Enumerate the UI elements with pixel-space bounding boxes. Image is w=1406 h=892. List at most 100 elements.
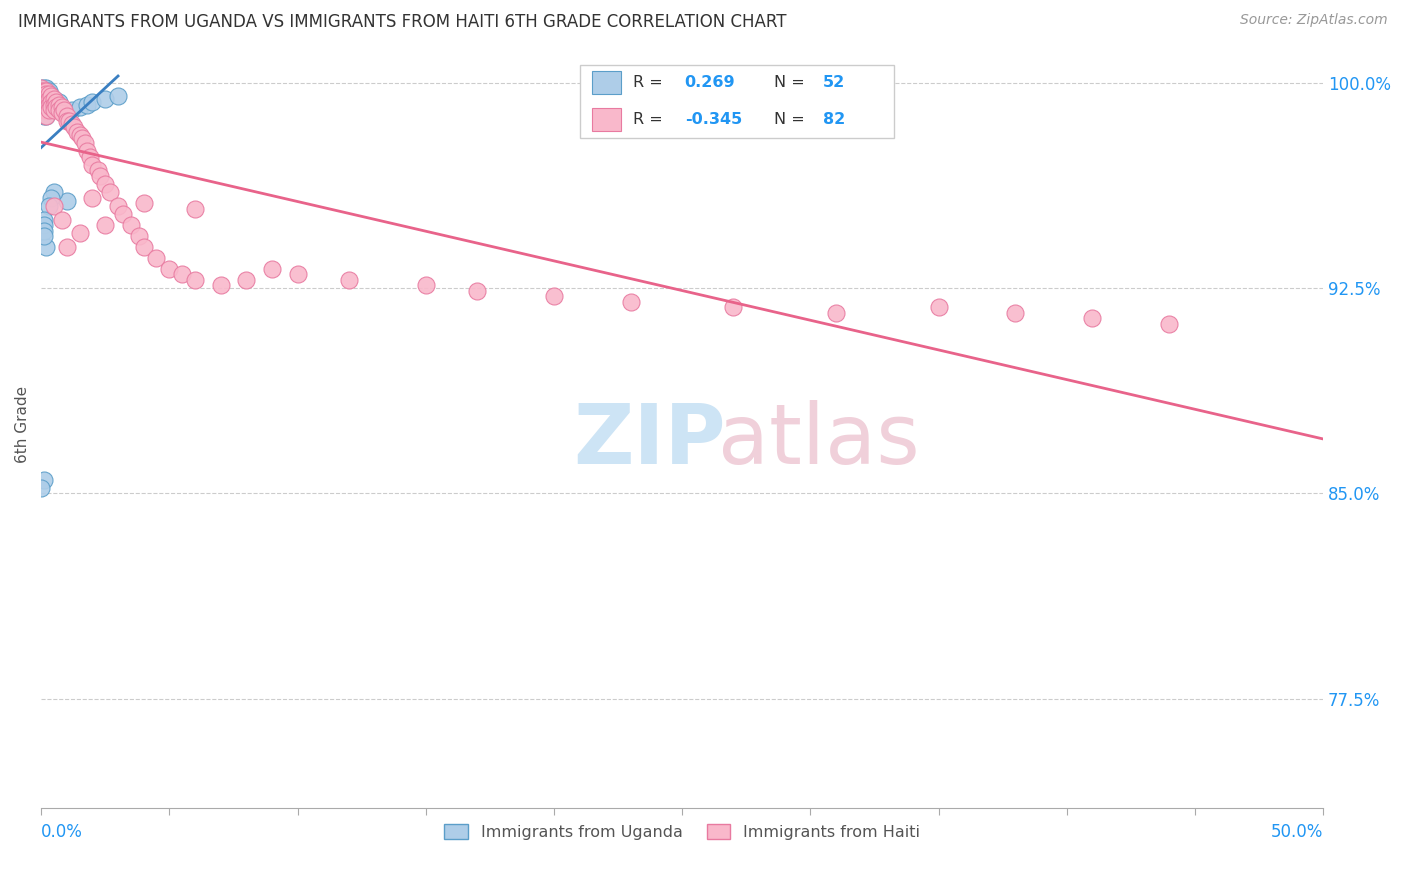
Point bbox=[60, 117, 83, 131]
Point bbox=[69, 128, 91, 142]
Bar bbox=[592, 108, 620, 131]
Point bbox=[128, 229, 150, 244]
Point bbox=[723, 300, 745, 314]
Point bbox=[112, 207, 135, 221]
Point bbox=[63, 120, 86, 134]
Point bbox=[35, 103, 58, 118]
Text: 0.0%: 0.0% bbox=[41, 823, 83, 841]
Point bbox=[48, 103, 70, 118]
Point bbox=[32, 109, 55, 123]
Point bbox=[32, 103, 55, 118]
Point bbox=[86, 163, 108, 178]
Point bbox=[32, 100, 55, 114]
Point bbox=[55, 194, 77, 208]
Point bbox=[55, 109, 77, 123]
Point bbox=[32, 218, 55, 232]
Point bbox=[42, 186, 65, 200]
Point bbox=[235, 273, 257, 287]
Point bbox=[41, 95, 63, 109]
Point bbox=[48, 95, 70, 109]
Point bbox=[53, 106, 76, 120]
Point bbox=[79, 150, 101, 164]
Point bbox=[45, 97, 67, 112]
Point bbox=[35, 81, 58, 95]
Point bbox=[41, 100, 63, 114]
Point bbox=[35, 87, 58, 101]
Point bbox=[32, 212, 55, 227]
Point bbox=[35, 92, 58, 106]
Text: N =: N = bbox=[775, 76, 810, 90]
Point bbox=[145, 251, 167, 265]
Point bbox=[543, 289, 565, 303]
Point bbox=[32, 84, 55, 98]
Point bbox=[69, 227, 91, 241]
Point bbox=[32, 87, 55, 101]
Point bbox=[35, 84, 58, 98]
Point bbox=[76, 145, 98, 159]
Text: Source: ZipAtlas.com: Source: ZipAtlas.com bbox=[1240, 13, 1388, 28]
Point bbox=[38, 95, 60, 109]
Point bbox=[35, 97, 58, 112]
Point bbox=[337, 273, 360, 287]
Point bbox=[107, 89, 129, 103]
Text: atlas: atlas bbox=[718, 400, 920, 481]
Point bbox=[70, 130, 93, 145]
Point bbox=[38, 92, 60, 106]
Point bbox=[58, 114, 80, 128]
Point bbox=[38, 103, 60, 118]
Text: IMMIGRANTS FROM UGANDA VS IMMIGRANTS FROM HAITI 6TH GRADE CORRELATION CHART: IMMIGRANTS FROM UGANDA VS IMMIGRANTS FRO… bbox=[18, 13, 787, 31]
Point bbox=[32, 84, 55, 98]
Point bbox=[287, 268, 309, 282]
Point bbox=[260, 261, 283, 276]
Text: 52: 52 bbox=[823, 76, 845, 90]
Point bbox=[98, 186, 121, 200]
Point bbox=[30, 81, 52, 95]
Point bbox=[620, 294, 643, 309]
Point bbox=[38, 97, 60, 112]
Point bbox=[82, 95, 104, 109]
Point bbox=[132, 240, 155, 254]
Point bbox=[415, 278, 437, 293]
Text: -0.345: -0.345 bbox=[685, 112, 742, 127]
Point bbox=[928, 300, 950, 314]
Point bbox=[35, 109, 58, 123]
Point bbox=[42, 92, 65, 106]
Point bbox=[825, 306, 848, 320]
Point bbox=[32, 95, 55, 109]
Point bbox=[38, 199, 60, 213]
Point bbox=[32, 89, 55, 103]
Point bbox=[1004, 306, 1026, 320]
Point bbox=[51, 103, 73, 118]
Point bbox=[41, 89, 63, 103]
Point bbox=[35, 92, 58, 106]
Point bbox=[35, 103, 58, 118]
Point bbox=[35, 87, 58, 101]
Point bbox=[1159, 317, 1181, 331]
Point bbox=[38, 87, 60, 101]
Point bbox=[32, 97, 55, 112]
Text: 0.269: 0.269 bbox=[685, 76, 735, 90]
FancyBboxPatch shape bbox=[579, 65, 894, 137]
Point bbox=[66, 125, 89, 139]
Point bbox=[94, 218, 117, 232]
Point bbox=[55, 240, 77, 254]
Point bbox=[55, 109, 77, 123]
Point bbox=[32, 97, 55, 112]
Point bbox=[465, 284, 488, 298]
Point bbox=[41, 191, 63, 205]
Text: R =: R = bbox=[634, 112, 668, 127]
Point bbox=[42, 92, 65, 106]
Point bbox=[32, 100, 55, 114]
Point bbox=[76, 97, 98, 112]
Point bbox=[107, 199, 129, 213]
Point bbox=[51, 106, 73, 120]
Text: N =: N = bbox=[775, 112, 810, 127]
Point bbox=[30, 87, 52, 101]
Point bbox=[89, 169, 111, 183]
Point bbox=[32, 229, 55, 244]
Point bbox=[32, 81, 55, 95]
Point bbox=[35, 240, 58, 254]
Point bbox=[35, 97, 58, 112]
Point bbox=[94, 92, 117, 106]
Point bbox=[42, 103, 65, 118]
